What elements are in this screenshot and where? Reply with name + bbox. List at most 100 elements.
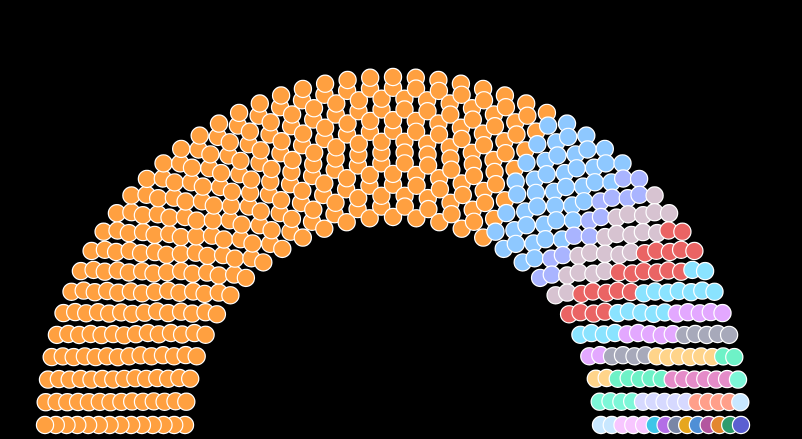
seat-dot [315, 219, 334, 238]
seat-dot [407, 176, 426, 195]
seat-dot [271, 190, 291, 210]
seat-dot [418, 101, 437, 121]
seat-dot [177, 392, 196, 411]
seat-dot [542, 265, 562, 284]
seat-dot [304, 98, 324, 118]
seat-dot [629, 169, 649, 189]
seat-dot [186, 227, 206, 246]
seat-dot [464, 212, 484, 231]
seat-dot [360, 165, 379, 185]
seat-dot [338, 70, 357, 90]
seat-dot [713, 303, 732, 323]
seat-dot [556, 177, 576, 197]
seat-dot [486, 174, 506, 194]
seat-dot [293, 124, 313, 143]
seat-dot [207, 305, 227, 324]
seat-dot [496, 97, 516, 117]
seat-dot [171, 139, 191, 159]
seat-dot [337, 212, 356, 232]
seat-dot [585, 173, 605, 192]
seat-dot [182, 158, 202, 177]
seat-dot [453, 185, 472, 205]
seat-dot [272, 131, 291, 151]
seat-dot [225, 249, 245, 268]
seat-dot [728, 370, 748, 389]
seat-dot [548, 146, 567, 165]
seat-dot [282, 209, 302, 229]
seat-dot [240, 122, 260, 141]
seat-dot [293, 228, 312, 247]
seat-dot [337, 168, 357, 188]
seat-dot [271, 86, 291, 105]
seat-dot [430, 180, 450, 199]
seat-dot [361, 68, 380, 87]
seat-dot [242, 170, 261, 189]
seat-dot [187, 211, 206, 230]
seat-dot [496, 143, 515, 163]
seat-dot [232, 215, 251, 234]
seat-dot [349, 188, 368, 208]
seat-dot [349, 134, 368, 153]
seat-dot [327, 94, 346, 113]
seat-dot [180, 369, 200, 388]
seat-dot [251, 202, 270, 221]
seat-dot [486, 222, 505, 241]
seat-dot [537, 164, 556, 184]
seat-dot [395, 154, 414, 173]
seat-dot [406, 122, 426, 142]
seat-dot [282, 105, 302, 124]
seat-dot [214, 230, 234, 249]
seat-dot [567, 159, 586, 178]
seat-dot [442, 160, 461, 179]
seat-dot [442, 204, 461, 224]
seat-dot [251, 141, 270, 160]
seat-dot [165, 173, 184, 192]
seat-dot [645, 186, 664, 205]
seat-dot [293, 181, 312, 201]
seat-dot [406, 79, 426, 98]
seat-dot [441, 105, 460, 124]
seat-dot [193, 177, 213, 196]
seat-dot [254, 253, 273, 272]
seat-dot [201, 145, 220, 164]
seat-dot [538, 116, 558, 135]
seat-dot [673, 222, 692, 241]
seat-dot [262, 159, 281, 179]
seat-dot [418, 156, 438, 175]
seat-dot [315, 118, 335, 137]
seat-dot [261, 113, 280, 132]
seat-dot [429, 81, 449, 101]
seat-dot [243, 234, 262, 253]
seat-dot [148, 188, 168, 208]
seat-dot [464, 166, 484, 186]
seat-dot [395, 197, 414, 216]
seat-dot [372, 89, 391, 108]
seat-dot [137, 169, 157, 189]
seat-dot [222, 182, 242, 201]
seat-dot [198, 246, 217, 266]
seat-dot [474, 91, 494, 110]
seat-dot [507, 125, 526, 144]
seat-dot [518, 106, 537, 125]
seat-dot [659, 203, 679, 223]
seat-dot [463, 110, 482, 129]
seat-dot [176, 192, 195, 211]
seat-dot [372, 186, 391, 205]
seat-dot [315, 74, 335, 93]
seat-dot [452, 129, 471, 149]
seat-dot [485, 116, 505, 136]
seat-dot [349, 91, 369, 110]
seat-dot [705, 282, 724, 301]
seat-dot [327, 138, 346, 157]
seat-dot [372, 132, 391, 151]
seat-dot [474, 135, 494, 155]
seat-dot [171, 227, 191, 247]
seat-dot [497, 203, 516, 223]
seat-dot [236, 268, 256, 288]
seat-dot [517, 215, 536, 235]
seat-dot [685, 241, 704, 261]
seat-dot [326, 193, 345, 212]
seat-dot [407, 209, 426, 228]
seat-dot [614, 169, 633, 188]
